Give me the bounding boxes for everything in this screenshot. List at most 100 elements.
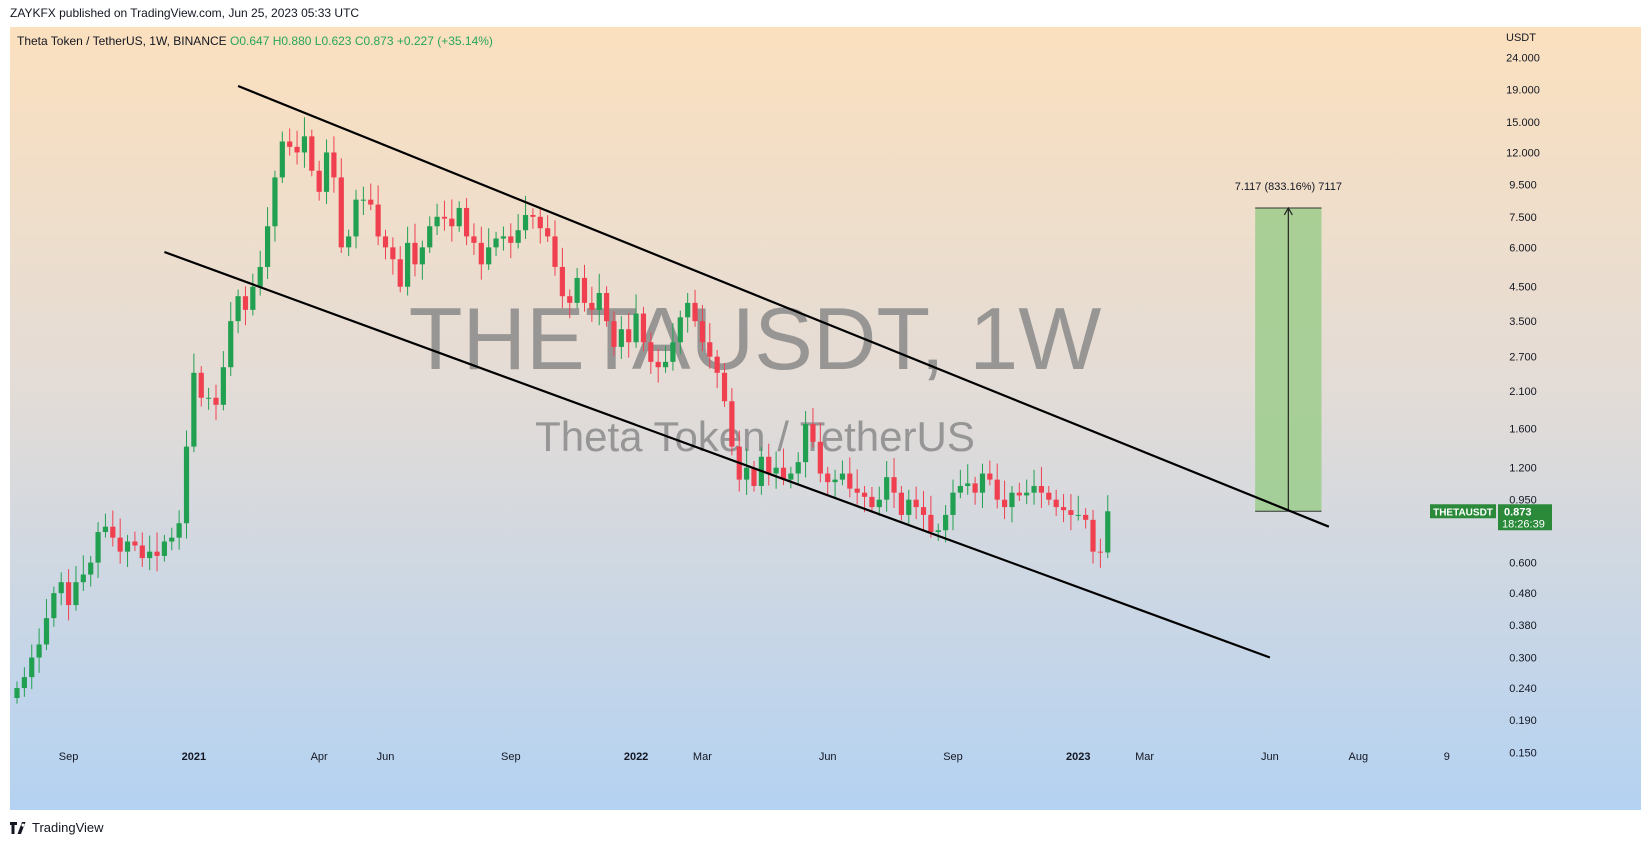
candle	[390, 237, 396, 275]
candle	[235, 289, 241, 334]
candle	[920, 490, 927, 531]
candle-body	[935, 530, 941, 533]
candle	[979, 463, 986, 509]
candle-body	[994, 479, 1000, 500]
candle	[677, 310, 683, 355]
candle-body	[699, 321, 706, 343]
candle	[65, 569, 72, 621]
candle	[368, 183, 374, 211]
y-tick-label: 0.190	[1509, 715, 1537, 727]
candle-body	[854, 488, 860, 493]
candle	[832, 469, 838, 498]
candle	[611, 311, 617, 356]
candle-body	[1031, 485, 1037, 493]
candle-body	[567, 296, 573, 303]
candle-body	[626, 329, 632, 343]
x-tick-label: 9	[1444, 751, 1450, 763]
candle	[508, 223, 514, 259]
candle-body	[795, 462, 801, 474]
y-tick-label: 0.300	[1509, 653, 1537, 665]
candle	[751, 461, 757, 492]
candle	[670, 323, 676, 371]
candle-body	[427, 226, 433, 248]
candle	[1090, 509, 1096, 564]
candle-body	[272, 177, 278, 227]
candle	[1105, 495, 1111, 559]
candle-body	[766, 456, 772, 474]
candle-body	[1083, 514, 1089, 520]
candle	[596, 273, 602, 326]
candle-body	[434, 216, 440, 227]
candle-body	[1024, 492, 1030, 496]
candle	[876, 486, 882, 516]
candle	[810, 407, 816, 448]
candle	[486, 228, 492, 270]
candle	[1053, 489, 1059, 516]
candle-body	[29, 657, 35, 678]
candle-body	[242, 296, 249, 310]
candle	[898, 485, 904, 521]
candle-body	[346, 236, 352, 248]
footer-brand[interactable]: TradingView	[32, 820, 104, 835]
candle	[382, 229, 389, 260]
symbol-name-tag	[1430, 504, 1496, 519]
candle	[264, 207, 271, 279]
bar-countdown: 18:26:39	[1502, 518, 1545, 530]
candle-body	[486, 247, 492, 265]
candle	[1038, 466, 1045, 509]
candle-body	[574, 277, 580, 303]
candle-body	[390, 247, 396, 260]
candle-body	[950, 492, 956, 515]
candle-body	[301, 136, 308, 153]
candle-body	[65, 582, 72, 606]
candle-body	[309, 136, 315, 171]
y-tick-label: 0.150	[1509, 747, 1537, 759]
y-tick-label: 9.500	[1509, 179, 1537, 191]
candle	[957, 469, 963, 499]
candle	[463, 198, 470, 246]
y-tick-label: 15.000	[1506, 117, 1540, 129]
candle	[213, 384, 219, 421]
close-value: C0.873	[354, 34, 394, 48]
candle	[891, 458, 897, 509]
candle-body	[147, 551, 153, 559]
candle-body	[1016, 492, 1022, 496]
candle-body	[478, 242, 484, 265]
candle-body	[360, 199, 366, 201]
watermark-description: Theta Token / TetherUS	[535, 413, 975, 460]
candle-body	[581, 277, 588, 303]
candle-body	[228, 321, 234, 368]
y-tick-label: 7.500	[1509, 212, 1537, 224]
price-chart[interactable]: THETAUSDT, 1W Theta Token / TetherUS 7.1…	[10, 27, 1641, 810]
candle-body	[780, 467, 787, 480]
candle-body	[500, 236, 507, 239]
candle-body	[847, 473, 853, 489]
candle-body	[169, 537, 175, 542]
candle	[604, 286, 610, 327]
candle-body	[530, 214, 536, 217]
candle	[950, 479, 956, 531]
candle-body	[884, 477, 890, 500]
last-price-tag	[1498, 504, 1552, 531]
candle-body	[191, 372, 197, 447]
candle-body	[80, 574, 86, 583]
candle	[88, 555, 94, 587]
trendline-upper	[237, 84, 1330, 528]
candle	[1016, 482, 1022, 502]
candle	[1046, 485, 1052, 506]
candle-body	[721, 372, 728, 402]
candle	[943, 505, 949, 543]
x-tick-label: 2023	[1066, 751, 1090, 763]
candle-body	[1090, 519, 1096, 552]
candle	[662, 345, 669, 373]
candle-body	[943, 514, 949, 531]
watermark-symbol: THETAUSDT, 1W	[409, 289, 1102, 388]
candle-body	[913, 499, 919, 508]
chart-area[interactable]: THETAUSDT, 1W Theta Token / TetherUS 7.1…	[10, 27, 1641, 810]
candle-body	[640, 313, 647, 343]
candle	[375, 185, 381, 246]
x-tick-label: Jun	[819, 751, 837, 763]
candle-body	[810, 424, 816, 442]
candle-body	[1068, 510, 1074, 515]
candle-body	[898, 492, 904, 515]
